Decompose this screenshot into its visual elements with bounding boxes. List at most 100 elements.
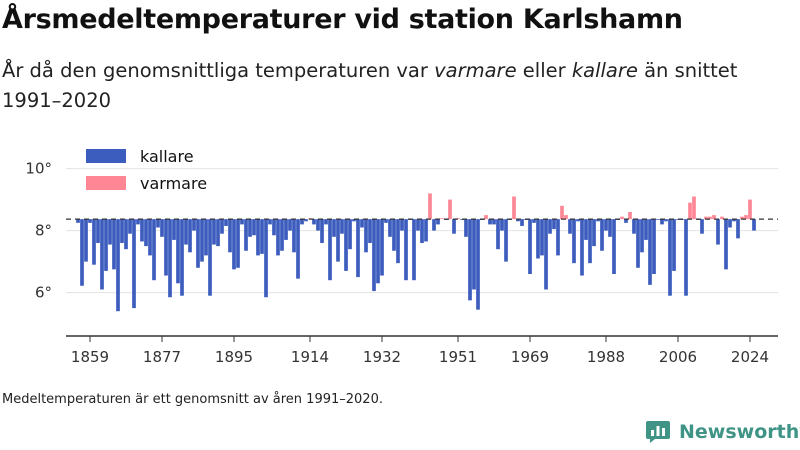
cold-year-bar xyxy=(500,219,504,231)
cold-year-bar xyxy=(544,219,548,290)
cold-year-bar xyxy=(660,219,664,225)
cold-year-bar xyxy=(176,219,180,284)
cold-year-bar xyxy=(568,219,572,234)
cold-year-bar xyxy=(288,219,292,231)
cold-year-bar xyxy=(220,219,224,234)
cold-year-bar xyxy=(232,219,236,270)
cold-year-bar xyxy=(488,219,492,225)
cold-year-bar xyxy=(584,219,588,240)
y-tick-label: 6° xyxy=(35,284,52,302)
chart-title: Årsmedeltemperaturer vid station Karlsha… xyxy=(2,4,683,35)
warm-year-bar xyxy=(484,215,488,220)
warm-year-bar xyxy=(448,199,452,220)
cold-year-bar xyxy=(624,219,628,223)
x-tick-label: 2024 xyxy=(731,348,769,366)
cold-year-bar xyxy=(516,219,520,222)
warm-year-bar xyxy=(708,216,712,220)
cold-year-bar xyxy=(392,219,396,251)
cold-year-bar xyxy=(240,219,244,225)
cold-year-bar xyxy=(588,219,592,264)
cold-year-bar xyxy=(124,219,128,250)
warm-year-bar xyxy=(628,212,632,220)
cold-year-bar xyxy=(92,219,96,265)
cold-year-bar xyxy=(732,219,736,222)
cold-year-bar xyxy=(668,219,672,296)
cold-year-bar xyxy=(292,219,296,253)
cold-year-bar xyxy=(164,219,168,276)
cold-year-bar xyxy=(452,219,456,234)
cold-year-bar xyxy=(416,219,420,231)
cold-year-bar xyxy=(396,219,400,264)
cold-year-bar xyxy=(296,219,300,279)
cold-year-bar xyxy=(312,219,316,225)
cold-year-bar xyxy=(204,219,208,256)
cold-year-bar xyxy=(400,219,404,231)
cold-year-bar xyxy=(300,219,304,225)
cold-year-bar xyxy=(404,219,408,281)
cold-year-bar xyxy=(672,219,676,271)
footnote: Medeltemperaturen är ett genomsnitt av å… xyxy=(2,392,383,407)
cold-year-bar xyxy=(324,219,328,225)
cold-year-bar xyxy=(88,219,92,223)
cold-year-bar xyxy=(632,219,636,234)
cold-year-bar xyxy=(332,219,336,237)
cold-year-bar xyxy=(736,219,740,239)
temperature-bar-chart: 6° 8° 10° 1859 1877 1895 1914 1932 1951 1969 1988… xyxy=(25,147,778,366)
legend-label-varmare: varmare xyxy=(140,174,207,193)
cold-year-bar xyxy=(612,219,616,274)
warm-year-bar xyxy=(688,202,692,220)
cold-year-bar xyxy=(328,219,332,281)
brand[interactable]: Newsworthy xyxy=(645,420,800,444)
x-tick-label: 1969 xyxy=(511,348,549,366)
x-tick-label: 2006 xyxy=(659,348,697,366)
cold-year-bar xyxy=(184,219,188,245)
cold-year-bar xyxy=(112,219,116,270)
cold-year-bar xyxy=(208,219,212,296)
cold-year-bar xyxy=(188,219,192,253)
cold-year-bar xyxy=(496,219,500,250)
cold-year-bar xyxy=(716,219,720,245)
cold-year-bar xyxy=(100,219,104,290)
cold-year-bar xyxy=(136,219,140,225)
cold-year-bar xyxy=(580,219,584,276)
y-axis-ticks: 6° 8° 10° xyxy=(25,160,52,302)
cold-year-bar xyxy=(528,219,532,274)
x-tick-label: 1914 xyxy=(291,348,329,366)
cold-year-bar xyxy=(556,219,560,256)
cold-year-bar xyxy=(640,219,644,253)
cold-year-bar xyxy=(264,219,268,298)
cold-year-bar xyxy=(152,219,156,281)
cold-year-bar xyxy=(592,219,596,247)
cold-year-bar xyxy=(388,219,392,237)
cold-year-bar xyxy=(468,219,472,301)
cold-year-bar xyxy=(572,219,576,264)
cold-year-bar xyxy=(216,219,220,247)
cold-year-bar xyxy=(372,219,376,292)
cold-year-bar xyxy=(108,219,112,245)
cold-year-bar xyxy=(356,219,360,278)
chart-subtitle: År då den genomsnittliga temperaturen va… xyxy=(2,56,792,116)
cold-year-bar xyxy=(340,219,344,234)
cold-year-bar xyxy=(376,219,380,284)
cold-year-bar xyxy=(196,219,200,268)
cold-year-bar xyxy=(412,219,416,281)
cold-year-bar xyxy=(96,219,100,243)
cold-year-bar xyxy=(260,219,264,254)
y-tick-label: 10° xyxy=(25,160,52,178)
cold-year-bar xyxy=(140,219,144,242)
legend-label-kallare: kallare xyxy=(140,147,194,166)
cold-year-bar xyxy=(600,219,604,251)
cold-year-bar xyxy=(608,219,612,237)
cold-year-bar xyxy=(200,219,204,262)
cold-year-bar xyxy=(336,219,340,262)
cold-year-bar xyxy=(268,219,272,225)
warm-year-bar xyxy=(720,216,724,220)
cold-year-bar xyxy=(304,219,308,222)
cold-year-bar xyxy=(224,219,228,226)
cold-year-bar xyxy=(420,219,424,243)
cold-year-bar xyxy=(436,219,440,225)
cold-year-bar xyxy=(248,219,252,237)
cold-year-bar xyxy=(424,219,428,242)
warm-year-bar xyxy=(428,193,432,220)
cold-year-bar xyxy=(116,219,120,312)
